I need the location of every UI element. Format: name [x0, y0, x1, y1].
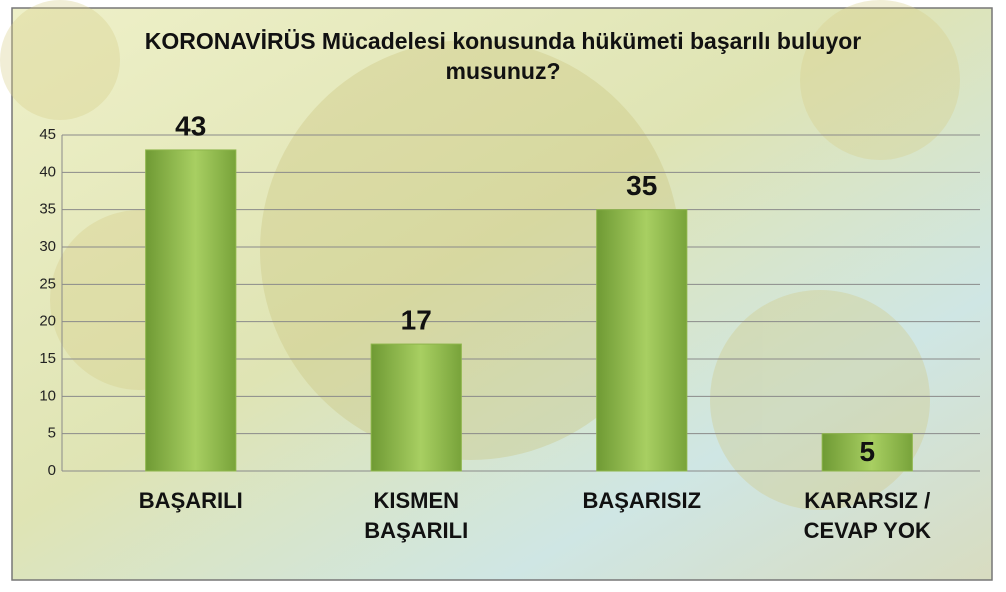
x-tick-label: KISMEN BAŞARILI: [364, 488, 469, 543]
x-tick-label-box: BAŞARILI: [138, 488, 243, 513]
bar: [821, 433, 913, 472]
x-tick-label: KARARSIZ / CEVAP YOK: [803, 488, 931, 543]
x-tick-label-box: BAŞARISIZ: [582, 488, 702, 513]
x-tick-label: BAŞARILI: [138, 488, 243, 513]
value-label: 43: [175, 110, 206, 141]
value-label: 5: [859, 436, 875, 467]
y-tick-label: 0: [48, 462, 56, 479]
y-tick-label: 20: [39, 313, 56, 330]
y-tick-label: 15: [39, 350, 56, 367]
chart-title: KORONAVİRÜS Mücadelesi konusunda hükümet…: [144, 28, 862, 84]
bar: [596, 209, 688, 472]
x-tick-label-box: KISMEN BAŞARILI: [364, 488, 469, 543]
title-box: KORONAVİRÜS Mücadelesi konusunda hükümet…: [144, 28, 862, 84]
y-tick-label: 30: [39, 238, 56, 255]
x-tick-label: BAŞARISIZ: [582, 488, 702, 513]
y-tick-label: 45: [39, 126, 56, 143]
x-tick-label-box: KARARSIZ / CEVAP YOK: [803, 488, 931, 543]
bar: [370, 343, 462, 472]
y-tick-label: 10: [39, 387, 56, 404]
y-tick-label: 5: [48, 425, 56, 442]
y-tick-label: 25: [39, 275, 56, 292]
y-tick-label: 35: [39, 201, 56, 218]
value-label: 35: [626, 170, 657, 201]
y-tick-label: 40: [39, 163, 56, 180]
bar: [145, 149, 237, 472]
background-virus: [0, 0, 960, 510]
value-label: 17: [401, 304, 432, 335]
